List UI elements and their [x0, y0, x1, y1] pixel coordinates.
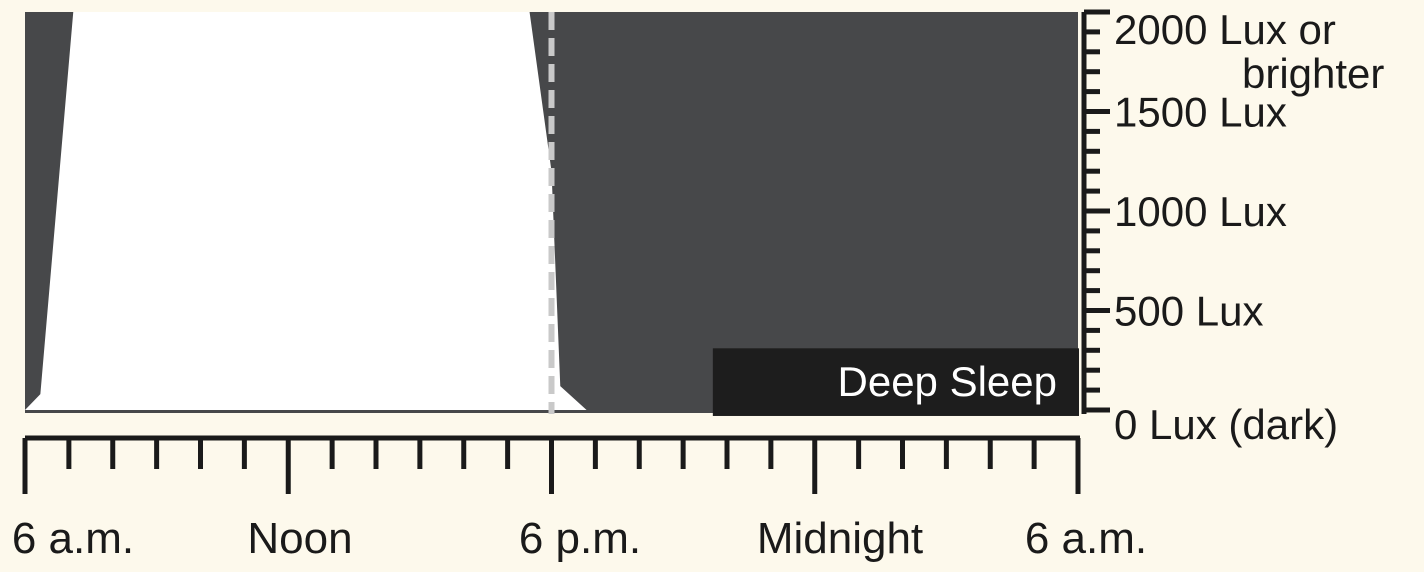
y-tick-label: 0 Lux (dark) [1114, 401, 1338, 448]
y-tick-label: brighter [1242, 50, 1384, 97]
y-tick-label: 1000 Lux [1114, 188, 1287, 235]
x-tick-label: 6 p.m. [519, 514, 641, 563]
deep-sleep-label: Deep Sleep [838, 358, 1058, 405]
x-tick-label: Noon [247, 514, 352, 563]
y-tick-label: 500 Lux [1114, 288, 1263, 335]
deep-sleep-band [712, 348, 1079, 416]
x-tick-label: 6 a.m. [1025, 514, 1147, 563]
y-tick-label: 1500 Lux [1114, 89, 1287, 136]
x-tick-label: 6 a.m. [12, 514, 134, 563]
y-tick-label: 2000 Lux or [1114, 6, 1336, 53]
x-tick-label: Midnight [757, 514, 923, 563]
